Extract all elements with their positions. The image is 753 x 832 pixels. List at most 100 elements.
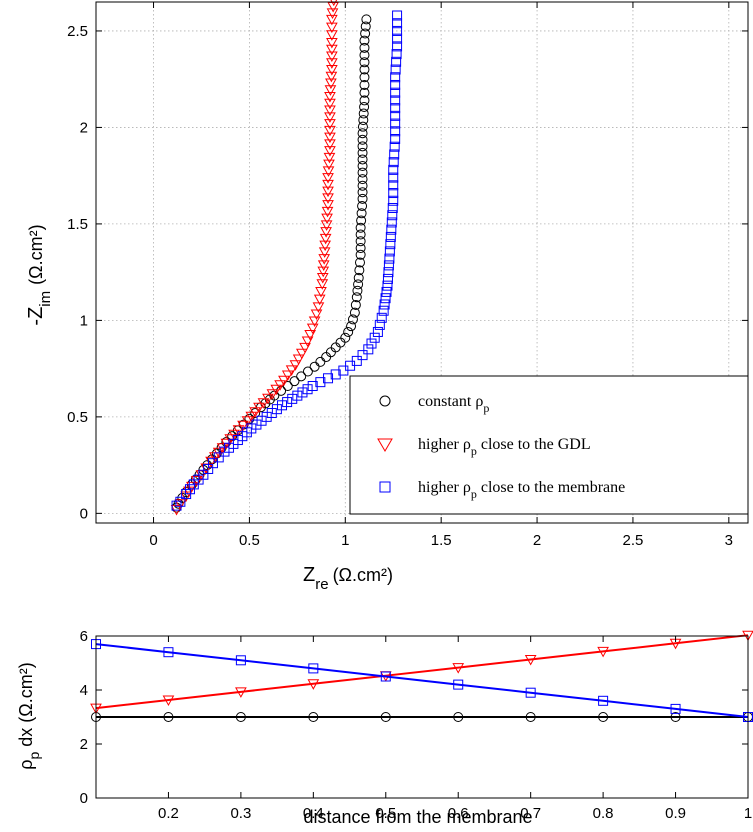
data-point xyxy=(343,326,354,337)
data-point xyxy=(312,302,325,313)
data-point xyxy=(392,10,403,21)
profile-plot: 0.2 0.3 0.4 0.5 0.6 0.7 0.8 0.9 1 0 2 4 6 distance f… xyxy=(16,628,753,827)
nyquist-grid xyxy=(96,2,748,523)
legend-marker-circle xyxy=(379,395,391,407)
data-point xyxy=(232,425,245,436)
data-point xyxy=(380,671,391,682)
data-point xyxy=(302,384,313,395)
data-point xyxy=(389,141,400,152)
data-point xyxy=(390,134,401,145)
data-point xyxy=(257,398,270,409)
data-point xyxy=(352,285,363,296)
data-point xyxy=(524,654,537,666)
y-tick-label: 2.5 xyxy=(67,23,88,40)
data-point xyxy=(256,415,267,426)
data-point xyxy=(235,687,247,698)
data-point xyxy=(359,57,370,68)
data-point xyxy=(320,220,333,231)
data-point xyxy=(392,25,403,36)
data-point xyxy=(318,254,331,265)
data-point xyxy=(289,376,300,387)
data-point xyxy=(235,712,246,722)
y-tick-label: 1 xyxy=(80,312,88,329)
data-point xyxy=(355,222,366,233)
data-point xyxy=(326,38,338,49)
data-point xyxy=(323,152,336,164)
data-point xyxy=(385,239,396,250)
y-tick-label: 0 xyxy=(80,505,88,522)
data-point xyxy=(347,314,358,325)
data-point xyxy=(359,35,370,46)
data-point xyxy=(325,78,337,90)
data-point xyxy=(324,85,337,96)
data-point xyxy=(453,712,464,722)
x-tick-label: 1.5 xyxy=(431,532,452,549)
data-point xyxy=(598,712,609,722)
profile-series xyxy=(90,630,753,722)
data-point xyxy=(357,134,368,145)
profile-ticks: 0.2 0.3 0.4 0.5 0.6 0.7 0.8 0.9 1 0 2 4 6 xyxy=(80,628,753,822)
data-point xyxy=(390,110,401,121)
data-point xyxy=(330,369,341,380)
data-point xyxy=(357,201,368,212)
data-point xyxy=(316,272,329,284)
data-point xyxy=(388,195,399,206)
legend-label: higher ρp close to the GDL xyxy=(418,436,591,458)
data-point xyxy=(213,452,224,463)
data-point xyxy=(324,125,336,137)
legend-label: higher ρp close to the membrane xyxy=(418,479,625,501)
data-point xyxy=(325,71,338,83)
data-point xyxy=(390,79,401,90)
data-point xyxy=(382,280,393,291)
data-point xyxy=(359,95,370,106)
data-point xyxy=(308,712,319,722)
data-point xyxy=(357,174,368,185)
x-tick-label: 0.8 xyxy=(593,805,614,822)
data-point xyxy=(346,321,357,332)
data-point xyxy=(317,260,330,271)
data-point xyxy=(162,695,175,707)
data-point xyxy=(359,50,370,61)
x-axis-label-bottom: distance from the membrane xyxy=(303,807,532,827)
legend: constant ρp higher ρp close to the GDL h… xyxy=(349,375,749,515)
data-point xyxy=(351,292,362,303)
x-tick-label: 0.5 xyxy=(239,532,260,549)
data-point xyxy=(387,210,398,221)
legend-label: constant ρp xyxy=(418,393,489,415)
data-point xyxy=(308,316,321,328)
profile-plot-frame xyxy=(95,635,749,799)
series-0 xyxy=(171,14,372,513)
series-1 xyxy=(170,0,339,516)
data-point xyxy=(357,167,368,178)
data-point xyxy=(295,348,308,360)
data-point xyxy=(372,326,383,337)
y-tick-label: 0.5 xyxy=(67,409,88,426)
data-point xyxy=(355,249,366,260)
data-point xyxy=(324,92,336,103)
data-point xyxy=(321,352,332,363)
data-point xyxy=(319,240,332,252)
data-point xyxy=(316,279,329,290)
y-tick-label: 2 xyxy=(80,736,88,753)
data-point xyxy=(597,646,609,658)
data-point xyxy=(297,387,308,398)
data-point xyxy=(390,87,401,98)
data-point xyxy=(453,679,464,690)
data-point xyxy=(357,180,368,191)
data-point xyxy=(324,98,336,110)
profile-series-1 xyxy=(90,630,753,715)
data-point xyxy=(349,307,360,318)
data-point xyxy=(327,2,339,13)
data-point xyxy=(452,663,465,674)
data-point xyxy=(598,695,609,706)
data-point xyxy=(318,247,331,258)
data-point xyxy=(390,72,401,83)
x-tick-label: 0.2 xyxy=(158,805,179,822)
data-point xyxy=(266,389,279,400)
data-point xyxy=(319,233,332,245)
data-point xyxy=(274,380,286,391)
data-point xyxy=(392,18,403,29)
data-point xyxy=(326,65,338,76)
data-point xyxy=(383,260,394,271)
